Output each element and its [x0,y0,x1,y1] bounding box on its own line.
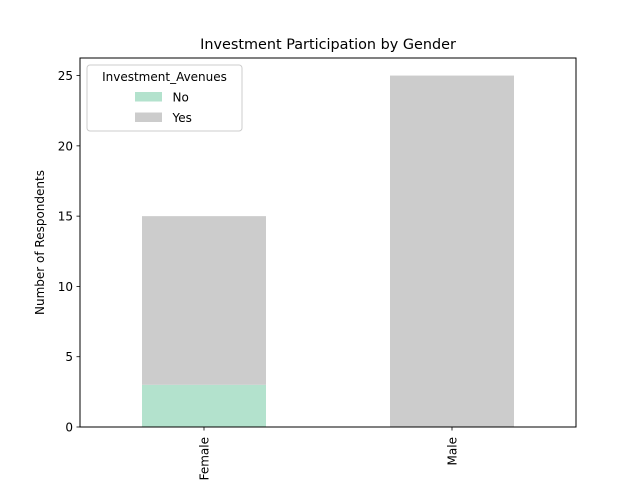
x-axis: Female Male [198,427,460,480]
x-tick-label: Female [198,437,212,480]
legend-items: No Yes [135,91,192,125]
bar-male-yes [390,75,514,428]
legend-swatch-no [135,92,162,102]
y-tick-label: 10 [58,280,73,294]
x-tick-label: Male [446,437,460,465]
y-tick-label: 15 [58,210,73,224]
legend-swatch-yes [135,112,162,122]
legend: Investment_Avenues No Yes [86,64,243,132]
y-tick-label: 0 [65,421,73,435]
legend-label-no: No [173,91,189,105]
bar-female-no [142,384,266,427]
y-tick-label: 5 [65,350,73,364]
y-axis-label: Number of Respondents [33,170,47,315]
legend-label-yes: Yes [172,111,192,125]
y-tick-label: 20 [58,139,73,153]
plot-frame [79,57,577,428]
legend-title: Investment_Avenues [102,70,227,84]
y-axis: 0 5 10 15 20 25 [58,69,80,435]
bars [142,75,514,428]
y-tick-label: 25 [58,69,73,83]
bar-female-yes [142,216,266,385]
chart-title: Investment Participation by Gender [200,37,456,53]
legend-box [86,64,243,132]
